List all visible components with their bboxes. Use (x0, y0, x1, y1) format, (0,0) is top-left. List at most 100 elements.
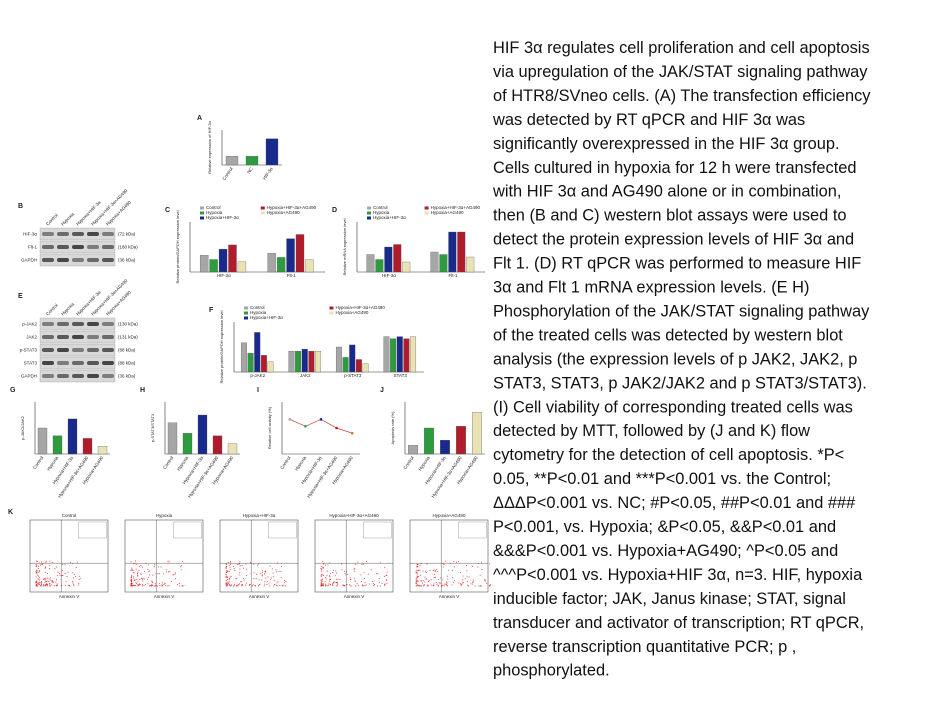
event (335, 570, 337, 572)
event (466, 570, 468, 572)
panel-letter: A (197, 115, 202, 122)
event (228, 564, 230, 566)
event (328, 583, 330, 585)
event (40, 582, 42, 584)
event (447, 585, 449, 587)
caption-line: of HTR8/SVneo cells. (A) The transfectio… (493, 87, 871, 105)
event (320, 567, 322, 569)
event (436, 583, 438, 585)
bar (457, 231, 466, 273)
caption-line: with HIF 3α and AG490 alone or in combin… (492, 183, 841, 201)
group-label: STAT3 (394, 373, 408, 378)
event (342, 584, 344, 586)
event (263, 585, 265, 587)
event (472, 565, 474, 567)
event (131, 581, 133, 583)
band (87, 335, 99, 339)
event (325, 578, 327, 580)
event (370, 569, 372, 571)
event (150, 585, 152, 587)
band (72, 245, 84, 249)
event (76, 561, 78, 563)
y-axis-label: Relative protein/GAPDH expression level (175, 210, 180, 283)
panel-letter: B (18, 203, 23, 210)
event (37, 581, 39, 583)
event (73, 573, 75, 575)
size-label: (36 kDa) (118, 258, 136, 263)
event (350, 579, 352, 581)
event (46, 577, 48, 579)
band (72, 322, 84, 326)
event (386, 574, 388, 576)
event (130, 577, 132, 579)
event (329, 575, 331, 577)
bar (254, 332, 261, 373)
event (226, 566, 228, 568)
bar (82, 438, 93, 455)
event (155, 576, 157, 578)
panel-letter: G (10, 387, 16, 394)
event (362, 584, 364, 586)
event (442, 563, 444, 565)
event (322, 584, 324, 586)
event (419, 569, 421, 571)
event (484, 578, 486, 580)
event (284, 580, 286, 582)
bar (308, 351, 315, 373)
flow-title: Hypoxia+HIF-3α (243, 513, 276, 518)
band (72, 361, 84, 365)
event (252, 584, 254, 586)
event (443, 564, 445, 566)
event (161, 584, 163, 586)
event (486, 582, 488, 584)
event (283, 584, 285, 586)
y-axis-label: Relative protein/GAPDH expression level (219, 310, 224, 383)
event (36, 572, 38, 574)
event (489, 563, 491, 565)
event (372, 580, 374, 582)
band (102, 335, 114, 339)
event (430, 579, 432, 581)
event (48, 578, 50, 580)
event (460, 583, 462, 585)
event (333, 569, 335, 571)
band (102, 348, 114, 352)
caption-line: HIF 3α regulates cell proliferation and … (493, 39, 870, 57)
event (360, 574, 362, 576)
event (468, 585, 470, 587)
flow-title: Hypoxia (156, 513, 173, 518)
event (57, 574, 59, 576)
event (60, 579, 62, 581)
legend-label: Hypoxia+HIF-3α (206, 215, 239, 220)
event (141, 577, 143, 579)
event (325, 583, 327, 585)
event (44, 584, 46, 586)
event (243, 577, 245, 579)
event (147, 568, 149, 570)
event (280, 576, 282, 578)
event (379, 581, 381, 583)
event (36, 561, 38, 563)
bar (247, 353, 254, 373)
event (439, 582, 441, 584)
bar (349, 344, 356, 373)
event (150, 580, 152, 582)
event (419, 585, 421, 587)
event (442, 566, 444, 568)
event (35, 565, 37, 567)
legend-label: Control (250, 305, 265, 310)
bar (218, 248, 228, 273)
caption-line: ^^^P<0.001 vs. Hypoxia+HIF 3α, n=3. HIF,… (493, 566, 863, 584)
flow-x-label: Annexin V (59, 594, 80, 599)
event (157, 585, 159, 587)
event (321, 579, 323, 581)
caption-line: via upregulation of the JAK/STAT signali… (493, 63, 868, 81)
event (152, 581, 154, 583)
event (320, 566, 322, 568)
event (46, 585, 48, 587)
event (332, 583, 334, 585)
event (416, 575, 418, 577)
event (230, 585, 232, 587)
row-label: JAK2 (26, 335, 37, 340)
event (269, 565, 271, 567)
